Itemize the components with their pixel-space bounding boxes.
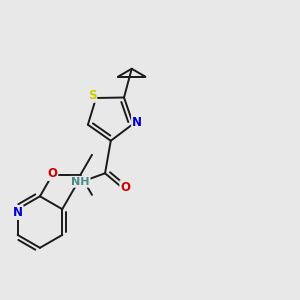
Text: N: N bbox=[13, 206, 22, 219]
Text: NH: NH bbox=[71, 177, 90, 187]
Text: O: O bbox=[120, 181, 130, 194]
Text: O: O bbox=[47, 167, 57, 180]
Text: N: N bbox=[132, 116, 142, 129]
Text: S: S bbox=[88, 89, 96, 102]
